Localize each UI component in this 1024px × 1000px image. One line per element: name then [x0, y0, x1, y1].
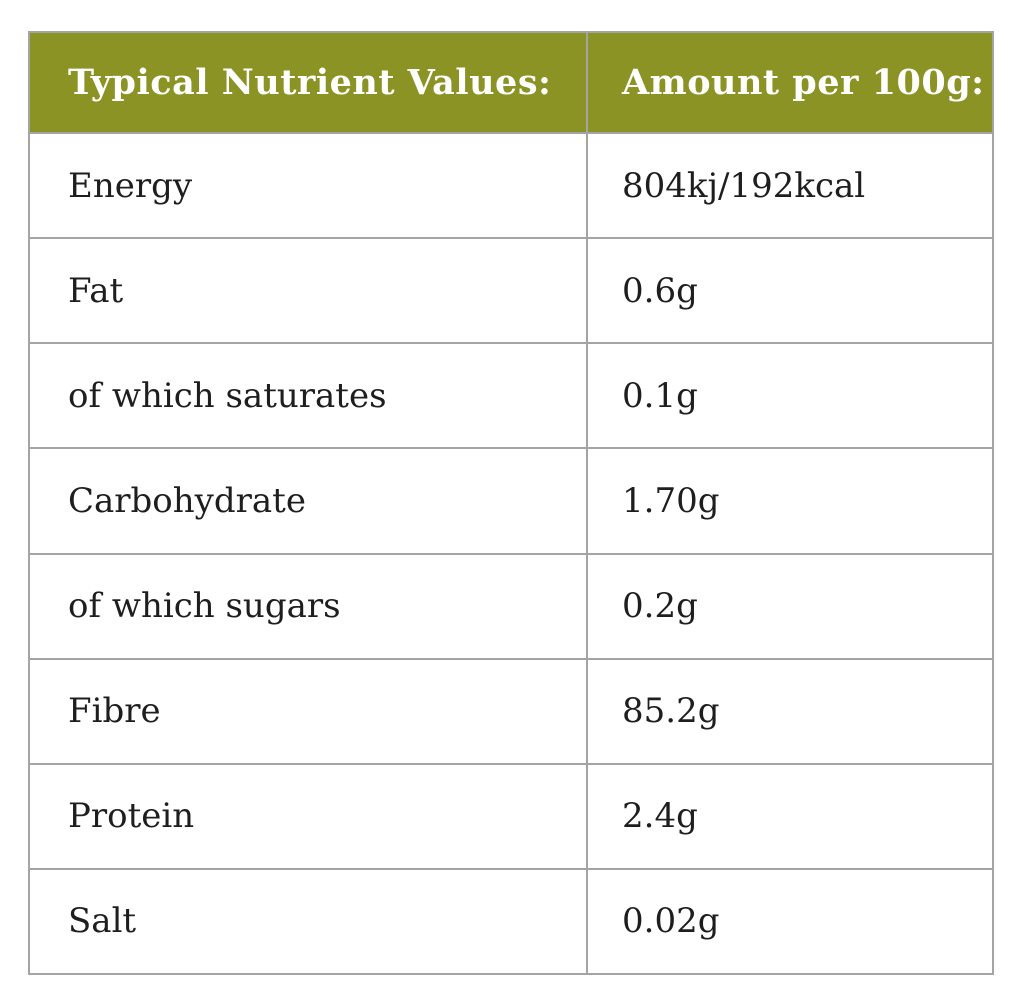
nutrient-label-cell: Fat: [28, 237, 588, 345]
nutrient-label-cell: of which saturates: [28, 342, 588, 450]
table-row-protein: Protein 2.4g: [28, 762, 994, 870]
nutrient-value-cell: 0.02g: [586, 867, 994, 976]
nutrition-table-container: Typical Nutrient Values: Amount per 100g…: [28, 31, 994, 976]
table-row-fat: Fat 0.6g: [28, 237, 994, 345]
nutrient-value-cell: 85.2g: [586, 657, 994, 765]
nutrient-label-cell: Salt: [28, 867, 588, 976]
table-row-carbohydrate: Carbohydrate 1.70g: [28, 447, 994, 555]
table-row-energy: Energy 804kj/192kcal: [28, 131, 994, 240]
nutrient-label-cell: Protein: [28, 762, 588, 870]
nutrition-table-body: Energy 804kj/192kcal Fat 0.6g of which s…: [28, 131, 994, 976]
nutrient-value-cell: 0.1g: [586, 342, 994, 450]
nutrient-value-cell: 1.70g: [586, 447, 994, 555]
nutrition-table: Typical Nutrient Values: Amount per 100g…: [28, 31, 994, 976]
nutrient-value-cell: 0.2g: [586, 552, 994, 660]
header-cell-amount: Amount per 100g:: [586, 31, 994, 134]
table-row-fibre: Fibre 85.2g: [28, 657, 994, 765]
nutrient-value-cell: 804kj/192kcal: [586, 131, 994, 240]
nutrition-table-header: Typical Nutrient Values: Amount per 100g…: [28, 31, 994, 134]
table-row-saturates: of which saturates 0.1g: [28, 342, 994, 450]
nutrient-label-cell: Fibre: [28, 657, 588, 765]
table-row-sugars: of which sugars 0.2g: [28, 552, 994, 660]
nutrient-label-cell: Energy: [28, 131, 588, 240]
header-row: Typical Nutrient Values: Amount per 100g…: [28, 31, 994, 134]
table-row-salt: Salt 0.02g: [28, 867, 994, 976]
nutrient-value-cell: 0.6g: [586, 237, 994, 345]
header-cell-nutrient: Typical Nutrient Values:: [28, 31, 588, 134]
nutrient-label-cell: Carbohydrate: [28, 447, 588, 555]
nutrient-value-cell: 2.4g: [586, 762, 994, 870]
nutrient-label-cell: of which sugars: [28, 552, 588, 660]
